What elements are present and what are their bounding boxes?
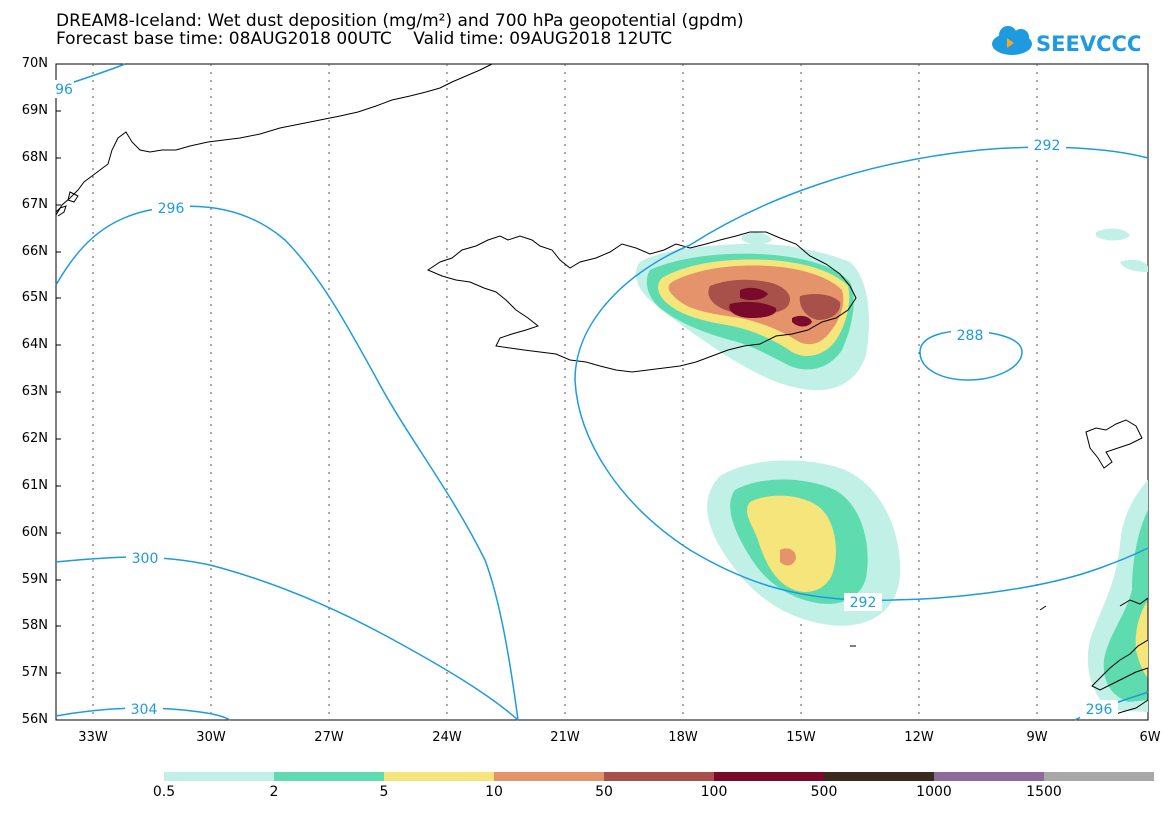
lat-label: 63N — [21, 384, 48, 399]
legend-swatch — [164, 772, 274, 781]
lat-label: 56N — [21, 712, 48, 727]
legend-label: 10 — [485, 784, 503, 800]
contour-label: 296 — [158, 201, 185, 217]
contour-labels: 96 296 292 288 300 292 304 296 — [50, 80, 1118, 718]
lat-label: 64N — [21, 337, 48, 352]
lat-label: 59N — [21, 572, 48, 587]
legend-swatch — [604, 772, 714, 781]
legend-label: 50 — [595, 784, 613, 800]
color-legend — [164, 772, 1154, 781]
dust-plume-east — [1087, 480, 1148, 712]
lat-label: 60N — [21, 525, 48, 540]
contour-label: 300 — [132, 551, 159, 567]
contour-label: 304 — [131, 702, 158, 718]
legend-swatch — [494, 772, 604, 781]
legend-label: 0.5 — [152, 784, 176, 800]
lat-label: 58N — [21, 618, 48, 633]
contour-label: 292 — [850, 595, 877, 611]
contour-label: 292 — [1034, 138, 1061, 154]
legend-label: 5 — [379, 784, 389, 800]
lon-label: 21W — [550, 730, 580, 745]
logo-text: SEEVCCC — [1036, 32, 1140, 56]
lon-label: 15W — [786, 730, 816, 745]
lon-label: 30W — [196, 730, 226, 745]
lat-label: 67N — [21, 197, 48, 212]
lon-label: 6W — [1139, 730, 1161, 745]
lon-label: 33W — [78, 730, 108, 745]
cloud-icon — [992, 26, 1032, 55]
graticule — [92, 64, 1038, 720]
lat-label: 70N — [21, 56, 48, 71]
lon-label: 9W — [1026, 730, 1048, 745]
lat-label: 69N — [21, 103, 48, 118]
legend-label: 500 — [810, 784, 838, 800]
lon-label: 18W — [668, 730, 698, 745]
lat-label: 68N — [21, 150, 48, 165]
legend-label: 1500 — [1026, 784, 1062, 800]
legend-swatch — [934, 772, 1044, 781]
lat-label: 57N — [21, 665, 48, 680]
lon-label: 12W — [904, 730, 934, 745]
geopotential-contours — [55, 63, 1149, 721]
lat-label: 65N — [21, 290, 48, 305]
legend-label: 100 — [700, 784, 728, 800]
lat-label: 62N — [21, 431, 48, 446]
dust-plume-iceland — [635, 228, 1148, 391]
axis-ticks — [56, 63, 61, 674]
contour-label: 96 — [55, 82, 73, 98]
legend-swatch — [1044, 772, 1154, 781]
contour-label: 288 — [957, 328, 984, 344]
map-frame — [55, 63, 1149, 721]
lat-label: 61N — [21, 478, 48, 493]
legend-label: 2 — [269, 784, 279, 800]
contour-label: 296 — [1086, 702, 1113, 718]
legend-swatch — [274, 772, 384, 781]
seevccc-logo: SEEVCCC — [992, 26, 1140, 56]
legend-swatch — [824, 772, 934, 781]
map-subtitle: Forecast base time: 08AUG2018 00UTC Vali… — [56, 29, 673, 49]
lon-label: 24W — [432, 730, 462, 745]
lon-label: 27W — [314, 730, 344, 745]
lat-label: 66N — [21, 244, 48, 259]
dust-plume-ocean — [707, 460, 901, 626]
coastlines — [55, 63, 1149, 717]
map-title: DREAM8-Iceland: Wet dust deposition (mg/… — [56, 11, 744, 31]
legend-swatch — [384, 772, 494, 781]
legend-swatch — [714, 772, 824, 781]
legend-label: 1000 — [916, 784, 952, 800]
